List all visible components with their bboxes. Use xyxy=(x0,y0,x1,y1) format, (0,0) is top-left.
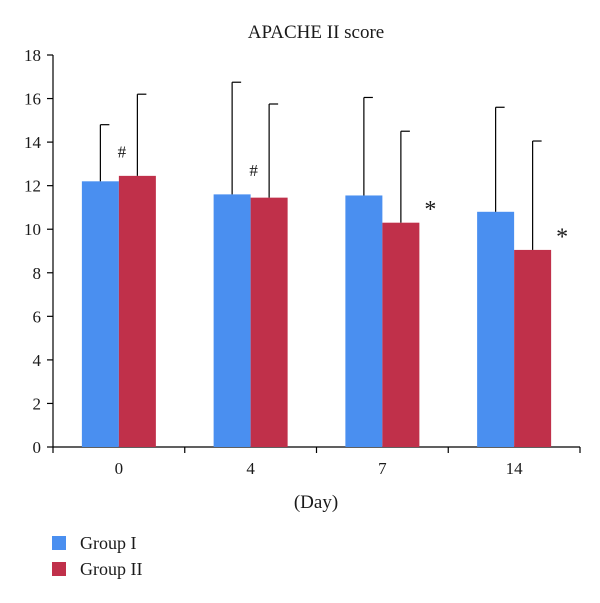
y-tick-label: 14 xyxy=(24,133,42,152)
x-tick-label: 0 xyxy=(115,459,124,478)
bar xyxy=(213,194,251,447)
legend-label: Group II xyxy=(80,559,142,579)
x-tick-label: 14 xyxy=(506,459,524,478)
y-tick-label: 4 xyxy=(33,351,42,370)
y-tick-label: 2 xyxy=(33,394,42,413)
plot-area: 0 2 4 6 8 10 12 14 16 18 0 4 7 14 # # * * xyxy=(24,46,581,478)
significance-marker: # xyxy=(118,142,127,161)
bar xyxy=(250,197,288,447)
y-tick-label: 16 xyxy=(24,90,41,109)
bar xyxy=(118,175,156,447)
bar xyxy=(514,249,552,447)
legend-label: Group I xyxy=(80,533,137,553)
bar xyxy=(477,211,515,447)
significance-marker: # xyxy=(249,161,258,180)
y-tick-label: 12 xyxy=(24,177,41,196)
significance-marker: * xyxy=(424,197,436,223)
significance-marker: * xyxy=(556,224,568,250)
bar xyxy=(345,195,383,447)
y-tick-label: 6 xyxy=(33,307,42,326)
x-axis-label: (Day) xyxy=(294,492,338,513)
chart-title: APACHE II score xyxy=(248,22,385,43)
legend-swatch xyxy=(52,536,66,550)
y-tick-label: 10 xyxy=(24,220,41,239)
legend-swatch xyxy=(52,562,66,576)
bar xyxy=(382,222,420,447)
bar xyxy=(81,181,119,448)
y-tick-label: 0 xyxy=(33,438,42,457)
y-tick-label: 8 xyxy=(33,264,42,283)
y-tick-label: 18 xyxy=(24,46,41,65)
legend: Group I Group II xyxy=(52,533,142,579)
x-tick-label: 4 xyxy=(246,459,255,478)
x-tick-label: 7 xyxy=(378,459,387,478)
